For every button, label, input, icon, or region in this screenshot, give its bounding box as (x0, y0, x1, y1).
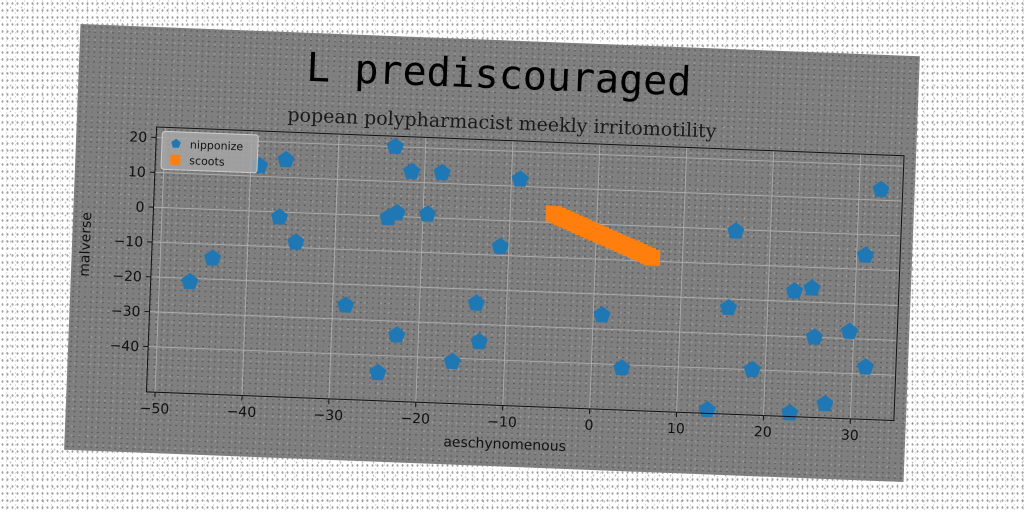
chart-suptitle: L prediscouraged (305, 45, 692, 106)
x-tick-label-1: −40 (226, 404, 256, 421)
grid-line-x-0 (154, 127, 166, 393)
nipponize-point-14 (433, 163, 451, 181)
nipponize-point-30 (816, 394, 834, 412)
grid-line-y-3 (152, 241, 900, 272)
x-tick-label-7: 20 (754, 424, 772, 441)
tick-labels: −50 −40 −30 −20 −10 0 10 20 30 20 10 0 −10 −20 −30 −40 (109, 129, 859, 445)
grid-line-x-5 (589, 144, 601, 409)
series-scoots (545, 205, 661, 267)
nipponize-point-3 (277, 150, 295, 168)
nipponize-point-27 (785, 282, 804, 299)
figure-card: L prediscouraged popean polypharmacist m… (64, 24, 920, 482)
nipponize-point-31 (840, 322, 859, 340)
nipponize-point-28 (803, 279, 821, 296)
y-tick-label-2: 0 (135, 199, 145, 215)
y-tick-label-3: −10 (113, 234, 143, 251)
nipponize-point-23 (719, 298, 738, 316)
nipponize-point-12 (403, 162, 421, 180)
x-axis-label: aeschynomenous (443, 434, 566, 455)
legend-box (160, 130, 259, 174)
nipponize-point-24 (727, 222, 745, 239)
nipponize-point-17 (470, 332, 488, 350)
legend-label-scoots: scoots (189, 154, 225, 168)
axes-frame (145, 126, 905, 422)
nipponize-point-5 (287, 233, 305, 250)
grid-line-y-0 (156, 137, 904, 167)
grid-line-x-8 (850, 154, 861, 419)
nipponize-point-11 (388, 326, 406, 343)
y-tick-label-6: −40 (109, 338, 139, 355)
grid-line-y-5 (149, 311, 897, 341)
nipponize-point-22 (698, 400, 716, 418)
grid-line-x-7 (763, 150, 775, 416)
nipponize-point-0 (181, 272, 199, 290)
nipponize-point-13 (418, 205, 437, 222)
nipponize-point-7 (369, 363, 387, 381)
nipponize-point-32 (856, 246, 875, 263)
x-tick-label-3: −20 (400, 411, 430, 428)
x-tick-label-0: −50 (139, 401, 169, 418)
x-tick-label-8: 30 (841, 428, 859, 445)
nipponize-point-16 (467, 294, 485, 311)
nipponize-point-6 (337, 296, 355, 313)
series-nipponize (181, 137, 890, 421)
y-tick-label-5: −30 (111, 303, 141, 320)
nipponize-point-10 (388, 204, 406, 221)
legend-marker-scoots (170, 154, 181, 165)
nipponize-point-20 (593, 306, 611, 323)
nipponize-point-33 (857, 358, 875, 375)
nipponize-point-18 (491, 237, 509, 255)
nipponize-point-25 (743, 360, 761, 378)
grid-line-y-6 (148, 346, 896, 376)
nipponize-point-21 (613, 359, 631, 376)
y-tick-label-1: 10 (128, 164, 146, 181)
chart-title: popean polypharmacist meekly irritomotil… (287, 104, 717, 142)
grid-line-y-2 (153, 206, 901, 237)
x-tick-label-5: 0 (584, 418, 594, 434)
grid-line-x-2 (328, 134, 340, 399)
grid-line-x-3 (415, 137, 427, 403)
y-axis-label: malverse (77, 212, 95, 277)
scoots-point-23 (643, 249, 661, 267)
nipponize-point-26 (781, 404, 799, 421)
x-tick-label-6: 10 (667, 421, 685, 438)
x-tick-label-2: −30 (313, 407, 343, 424)
grid-line-y-4 (150, 276, 899, 306)
y-tick-label-0: 20 (129, 129, 147, 146)
nipponize-point-4 (270, 208, 289, 225)
nipponize-point-34 (872, 180, 890, 198)
nipponize-point-29 (805, 328, 824, 345)
grid-line-x-4 (502, 140, 514, 406)
x-tick-label-4: −10 (487, 414, 517, 431)
nipponize-point-19 (511, 170, 529, 187)
scatter-chart: L prediscouraged popean polypharmacist m… (77, 45, 905, 455)
nipponize-point-8 (386, 137, 404, 155)
legend-marker-nipponize (171, 138, 181, 148)
legend-label-nipponize: nipponize (190, 138, 244, 153)
nipponize-point-15 (443, 352, 461, 370)
grid-line-x-6 (676, 147, 688, 413)
grid-line-x-1 (241, 130, 253, 396)
plot-area (145, 126, 905, 422)
nipponize-point-1 (204, 249, 222, 266)
y-tick-label-4: −20 (112, 268, 142, 285)
grid-line-y-1 (154, 171, 903, 202)
